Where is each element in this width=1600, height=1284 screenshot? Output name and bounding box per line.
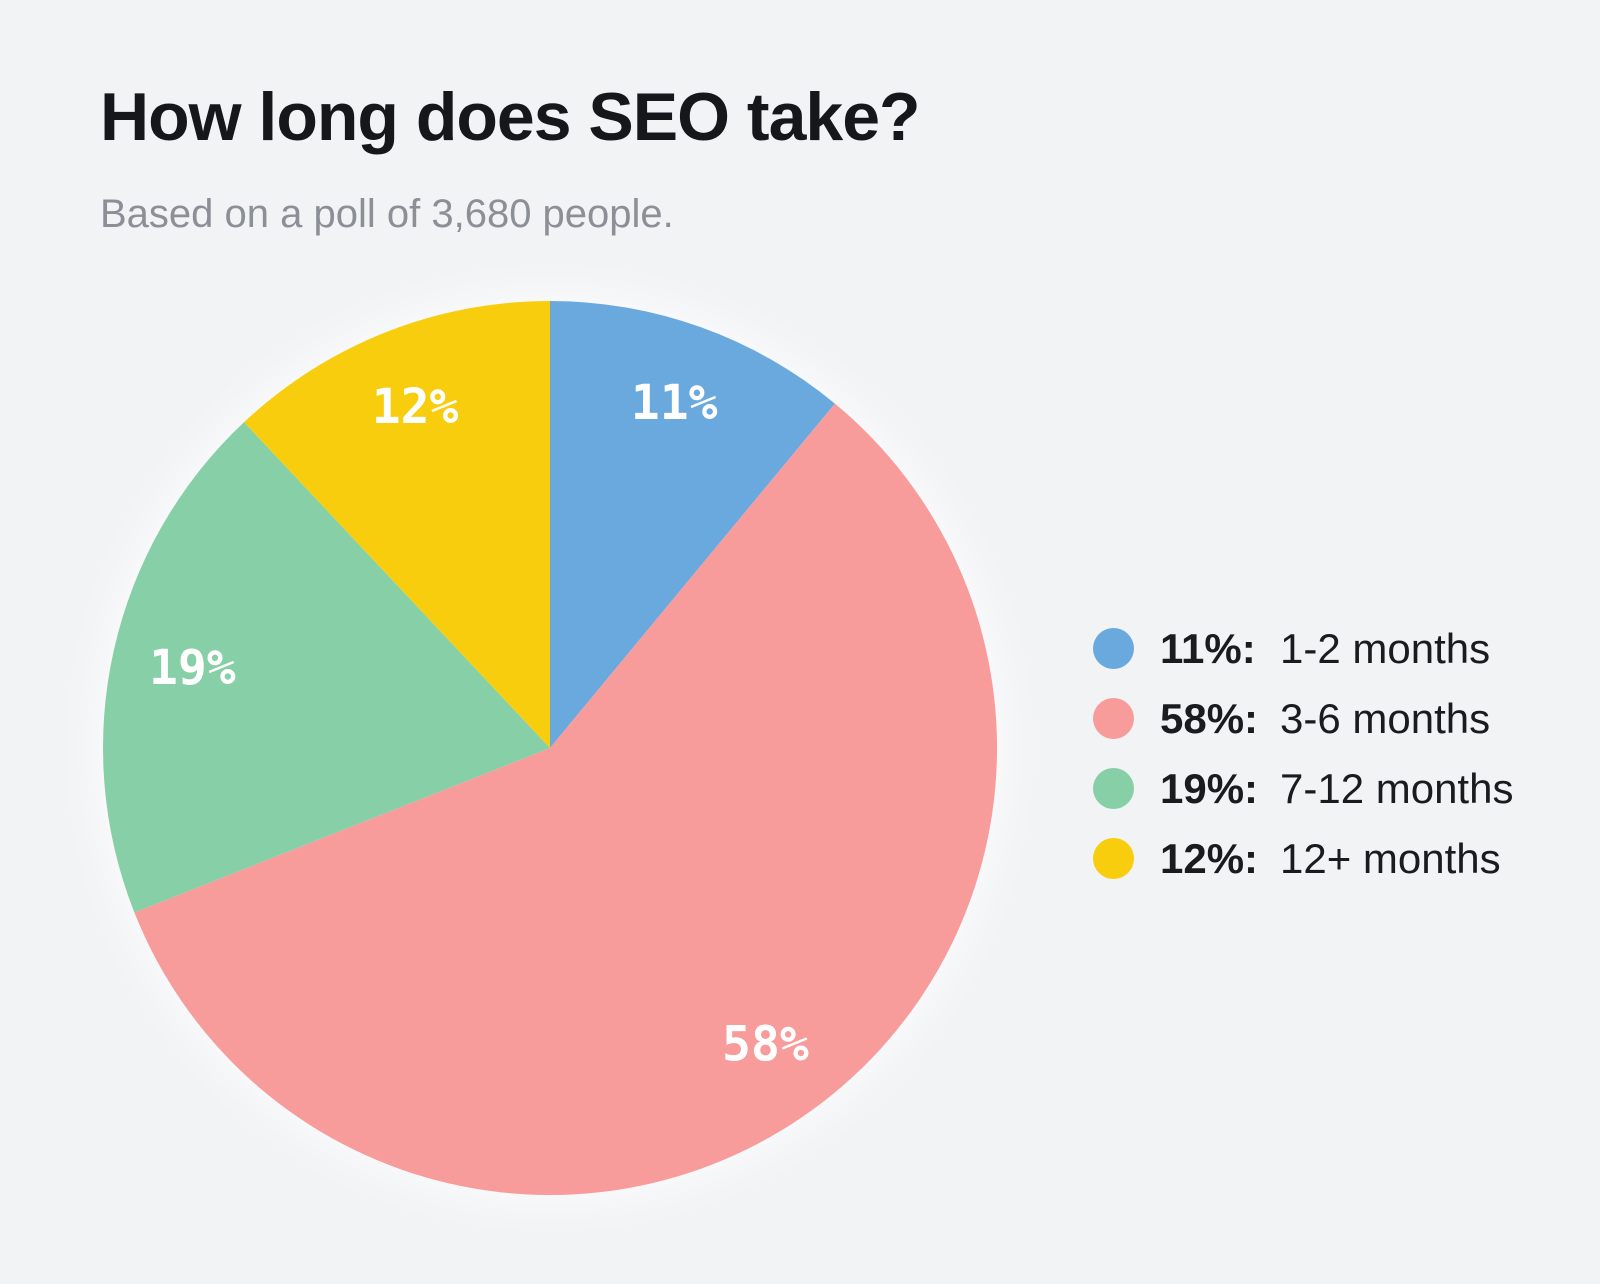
legend-label: 3-6 months (1280, 694, 1491, 742)
pie-slice-3-6-months (134, 403, 997, 1195)
pie-slice-value-label: 12% (372, 379, 459, 435)
legend-color-dot-icon (1093, 698, 1134, 739)
chart-subtitle: Based on a poll of 3,680 people. (100, 192, 674, 236)
pie-chart: 11% 58% 19% 12% (103, 301, 997, 1195)
pie-slice-12-months (244, 301, 550, 748)
legend-row: 19%: 7-12 months (1093, 765, 1513, 812)
legend-row: 12%: 12+ months (1093, 835, 1513, 882)
legend-percent: 12%: (1160, 834, 1259, 882)
pie-slice-value-label: 58% (722, 1017, 809, 1073)
legend-row: 11%: 1-2 months (1093, 625, 1513, 672)
legend-percent: 58%: (1160, 694, 1259, 742)
pie-slice-value-label: 19% (149, 640, 236, 696)
chart-title: How long does SEO take? (100, 79, 921, 155)
pie-labels-group: 11% 58% 19% 12% (149, 375, 809, 1072)
pie-slice-1-2-months (550, 301, 835, 748)
legend-percent: 19%: (1160, 764, 1259, 812)
legend-label: 12+ months (1280, 834, 1501, 882)
legend-label: 1-2 months (1280, 624, 1491, 672)
legend-color-dot-icon (1093, 628, 1134, 669)
pie-slices-group (103, 301, 997, 1195)
pie-slice-7-12-months (103, 422, 550, 913)
legend-percent: 11%: (1160, 624, 1256, 672)
legend-color-dot-icon (1093, 838, 1134, 879)
legend-label: 7-12 months (1280, 764, 1514, 812)
pie-slice-value-label: 11% (631, 375, 718, 431)
legend: 11%: 1-2 months 58%: 3-6 months 19%: 7-1… (1093, 625, 1513, 882)
legend-row: 58%: 3-6 months (1093, 695, 1513, 742)
legend-color-dot-icon (1093, 768, 1134, 809)
